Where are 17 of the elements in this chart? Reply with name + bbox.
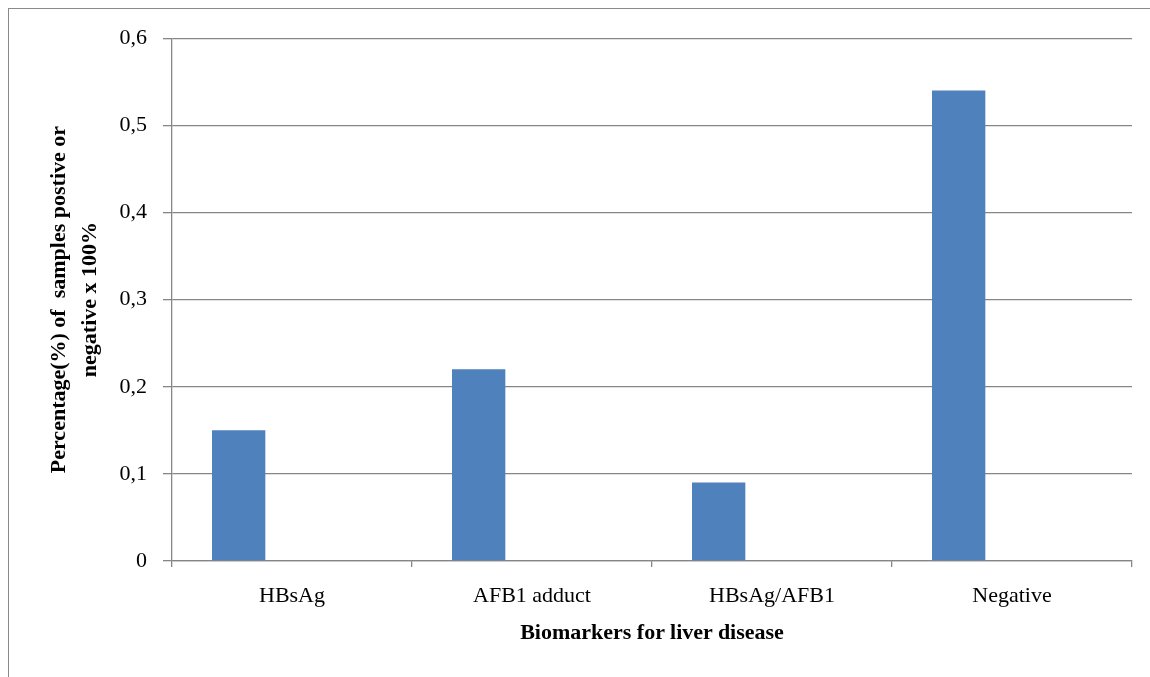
x-tick-label: HBsAg xyxy=(258,581,326,607)
x-axis-title: Biomarkers for liver disease xyxy=(520,619,785,645)
y-axis-title: Percentage(%) of samples postive or negative x 100% xyxy=(45,125,101,474)
x-tick-label: AFB1 adduct xyxy=(473,581,591,607)
y-tick-label: 0 xyxy=(136,546,147,572)
y-tick-label: 0,4 xyxy=(119,198,147,224)
bar xyxy=(212,430,266,561)
bar xyxy=(452,369,506,561)
y-tick-label: 0,6 xyxy=(119,23,147,49)
bar xyxy=(692,482,746,561)
y-tick-label: 0,1 xyxy=(119,459,147,485)
x-tick-label: HBsAg/AFB1 xyxy=(709,581,835,607)
y-tick-label: 0,5 xyxy=(119,111,147,137)
x-tick-label: Negative xyxy=(972,581,1052,607)
y-tick-label: 0,2 xyxy=(119,372,147,398)
y-tick-label: 0,3 xyxy=(119,285,147,311)
bar xyxy=(932,90,986,561)
